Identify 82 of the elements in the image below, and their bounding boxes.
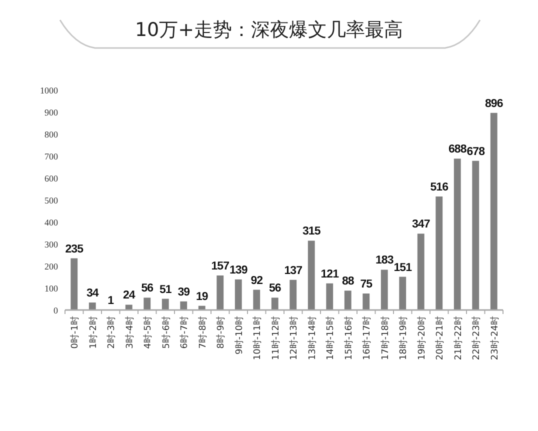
x-tick-label: 8时-9时 bbox=[216, 316, 227, 349]
data-label: 151 bbox=[394, 262, 413, 274]
bar bbox=[234, 279, 242, 310]
bar bbox=[271, 298, 278, 310]
bar bbox=[436, 196, 443, 310]
bar bbox=[253, 290, 260, 310]
bar bbox=[417, 234, 424, 310]
x-tick-label: 15时-16时 bbox=[343, 316, 354, 360]
x-tick-label: 12时-13时 bbox=[288, 316, 300, 360]
data-label: 51 bbox=[159, 284, 172, 296]
y-tick-label: 200 bbox=[44, 262, 58, 272]
x-tick-label: 4时-5时 bbox=[142, 316, 154, 349]
y-tick-label: 500 bbox=[44, 196, 58, 206]
y-tick-label: 1000 bbox=[40, 86, 58, 96]
x-tick-label: 16时-17时 bbox=[362, 316, 373, 360]
bar bbox=[70, 258, 78, 310]
x-tick-label: 18时-19时 bbox=[398, 316, 410, 360]
data-label: 678 bbox=[466, 146, 486, 158]
x-tick-label: 22时-23时 bbox=[471, 316, 482, 360]
x-tick-label: 2时-3时 bbox=[106, 316, 118, 349]
y-tick-label: 600 bbox=[44, 174, 58, 184]
y-tick-label: 400 bbox=[44, 218, 58, 228]
y-tick-label: 300 bbox=[44, 240, 58, 250]
x-tick-label: 7时-8时 bbox=[197, 316, 208, 349]
bar bbox=[362, 294, 370, 310]
data-label: 139 bbox=[230, 264, 248, 276]
bar bbox=[216, 275, 224, 310]
y-tick-label: 100 bbox=[44, 284, 58, 294]
x-tick-label: 10时-11时 bbox=[252, 316, 264, 360]
x-tick-label: 11时-12时 bbox=[270, 316, 282, 360]
bar bbox=[308, 240, 315, 310]
bar bbox=[344, 290, 352, 310]
data-label: 56 bbox=[141, 282, 154, 295]
data-label: 235 bbox=[65, 243, 84, 256]
chart-title: 10万+走势：深夜爆文几率最高 bbox=[134, 19, 404, 41]
bar bbox=[144, 298, 151, 310]
x-tick-label: 0时-1时 bbox=[70, 316, 81, 349]
bar bbox=[180, 301, 188, 310]
y-tick-label: 900 bbox=[44, 108, 58, 118]
y-tick-label: 800 bbox=[44, 130, 58, 140]
bar bbox=[490, 112, 498, 310]
data-label: 157 bbox=[211, 260, 230, 272]
bar bbox=[88, 302, 96, 310]
data-label: 315 bbox=[302, 226, 322, 238]
data-label: 137 bbox=[284, 264, 302, 277]
data-label: 75 bbox=[360, 278, 374, 290]
bar bbox=[399, 276, 406, 310]
data-label: 34 bbox=[86, 288, 100, 300]
data-label: 121 bbox=[320, 268, 340, 280]
bar bbox=[472, 160, 480, 310]
x-tick-label: 1时-2时 bbox=[88, 316, 99, 349]
data-label: 1 bbox=[108, 294, 115, 307]
data-label: 56 bbox=[268, 282, 281, 295]
y-tick-label: 0 bbox=[54, 306, 58, 316]
x-tick-label: 19时-20时 bbox=[416, 316, 428, 360]
bar bbox=[454, 158, 461, 310]
x-tick-label: 20时-21时 bbox=[434, 316, 446, 360]
x-tick-label: 13时-14时 bbox=[306, 316, 318, 360]
x-tick-label: 23时-24时 bbox=[489, 316, 500, 360]
x-tick-label: 21时-22时 bbox=[452, 316, 464, 360]
x-tick-label: 5时-6时 bbox=[160, 316, 172, 349]
x-tick-label: 9时-10时 bbox=[234, 316, 245, 354]
bar bbox=[326, 283, 334, 310]
x-tick-label: 6时-7时 bbox=[179, 316, 190, 349]
data-label: 92 bbox=[250, 274, 263, 287]
y-tick-label: 700 bbox=[44, 152, 58, 162]
data-label: 39 bbox=[178, 286, 190, 298]
data-label: 88 bbox=[342, 276, 355, 288]
data-label: 347 bbox=[412, 218, 430, 231]
data-label: 896 bbox=[485, 98, 503, 110]
data-label: 688 bbox=[448, 144, 468, 156]
bar bbox=[290, 280, 297, 310]
data-label: 183 bbox=[376, 254, 394, 267]
x-tick-label: 3时-4时 bbox=[124, 316, 136, 349]
data-label: 516 bbox=[430, 181, 448, 194]
bar bbox=[380, 270, 388, 310]
bar bbox=[125, 304, 132, 310]
x-tick-label: 17时-18时 bbox=[380, 316, 391, 360]
bar bbox=[162, 298, 169, 310]
data-label: 24 bbox=[122, 290, 136, 302]
x-tick-label: 14时-15时 bbox=[325, 316, 336, 360]
data-label: 19 bbox=[196, 290, 208, 303]
